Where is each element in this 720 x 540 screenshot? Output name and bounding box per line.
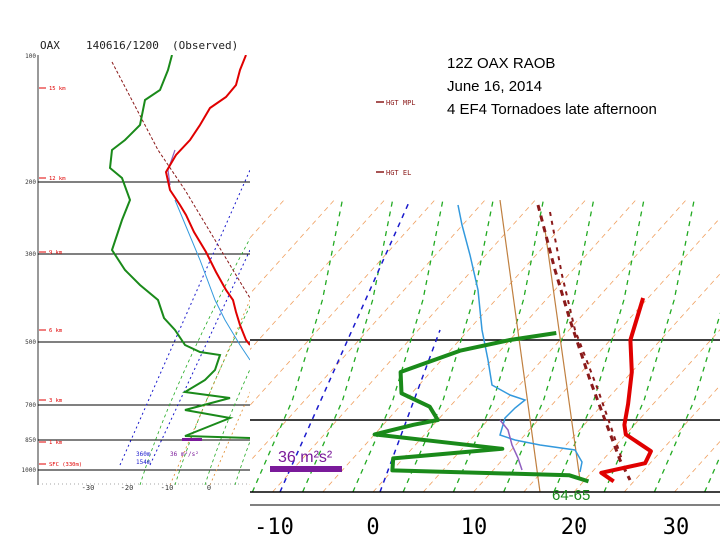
zoom-moist-adiabat-line <box>503 200 595 493</box>
zoom-virtual-temp-trace <box>499 419 523 471</box>
height-label: 1 km <box>49 440 63 446</box>
zoom-isotherm-line <box>674 440 720 493</box>
pressure-label: 700 <box>25 402 36 409</box>
full-wetbulb-trace <box>174 199 250 361</box>
pressure-label: 1000 <box>22 467 37 474</box>
label-hgt-el: HGT EL <box>386 169 411 177</box>
annotation-line-2: June 16, 2014 <box>447 78 542 95</box>
height-label: 12 km <box>49 176 66 182</box>
zoom-temperature-trace <box>599 297 653 484</box>
zoom-isotherm-line <box>573 329 720 493</box>
annotation-block: 12Z OAX RAOB June 16, 2014 4 EF4 Tornado… <box>447 55 657 118</box>
zoom-isotherm-line <box>623 385 720 493</box>
dry-adiabat-line <box>169 299 250 485</box>
zoom-isotherm-line <box>523 273 720 493</box>
zoom-panel-background <box>250 200 720 505</box>
height-label: 3 km <box>49 398 63 404</box>
full-panel-profiles <box>108 55 250 466</box>
full-temperature-trace <box>164 55 250 346</box>
zoom-x-tick-label: 30 <box>663 515 690 540</box>
header-station: OAX <box>40 39 60 52</box>
full-panel-x-ticks: -30 -20 -10 0 <box>38 483 250 492</box>
zoom-mixing-ratio-line <box>379 329 441 493</box>
zoom-isotherm-line <box>250 200 335 295</box>
zoom-moist-adiabat-line <box>603 200 695 493</box>
full-helicity-bar <box>182 438 202 441</box>
zoom-isotherm-line <box>322 200 586 493</box>
zoom-moist-adiabat-line <box>251 200 344 493</box>
zoom-parcel-trace <box>536 204 632 481</box>
zoom-x-tick-label: 20 <box>561 515 588 540</box>
full-mixing-ratio-1 <box>119 169 250 466</box>
zoom-moist-adiabat-line <box>302 200 394 493</box>
zoom-panel-profiles <box>457 204 583 473</box>
zoom-moist-adiabat-line <box>352 200 444 493</box>
full-parcel-trace <box>111 61 250 299</box>
zoom-wetbulb-trace <box>457 204 583 473</box>
pressure-label: 500 <box>25 339 36 346</box>
zoom-x-tick-label: 0 <box>366 515 379 540</box>
pressure-label: 100 <box>25 53 36 60</box>
zoom-isotherm-line <box>0 200 234 492</box>
zoom-isotherm-line <box>250 200 285 239</box>
zoom-sounding-panel: 36 m²s² 64-65 -10 0 10 20 30 <box>0 200 720 540</box>
annotation-line-1: 12Z OAX RAOB <box>447 55 555 72</box>
zoom-helicity-bar <box>270 466 342 472</box>
pressure-label: 300 <box>25 251 36 258</box>
zoom-x-tick-label: 10 <box>461 515 488 540</box>
zoom-x-ticks: -10 0 10 20 30 <box>254 515 689 540</box>
zoom-helicity-label: 36 m²s² <box>278 449 333 466</box>
pressure-label: 850 <box>25 437 36 444</box>
x-tick-label: -30 <box>82 484 95 492</box>
zoom-isotherm-line <box>250 200 385 351</box>
header-stamp: 140616/1200 <box>86 39 159 52</box>
x-tick-label: -10 <box>161 484 174 492</box>
zoom-surface-label: 64-65 <box>552 487 590 504</box>
small-text-360m: 360m <box>136 451 151 458</box>
x-tick-label: 0 <box>207 484 211 492</box>
zoom-x-tick-label: -10 <box>254 515 294 540</box>
height-label: 9 km <box>49 250 63 256</box>
full-dewpoint-trace <box>108 55 250 439</box>
header-kind: (Observed) <box>172 39 238 52</box>
zoom-isotherm-line <box>250 200 486 462</box>
label-hgt-mpl: HGT MPL <box>386 99 416 107</box>
height-labels: 15 km 12 km 9 km 6 km 3 km 1 km SFC (330m) <box>39 86 82 468</box>
zoom-mixing-ratio-line <box>279 200 411 493</box>
small-helicity-text: 36 m²/s² <box>170 451 199 458</box>
zoom-dry-adiabat-line <box>544 229 581 481</box>
zoom-isotherm-line <box>272 200 536 493</box>
zoom-moist-adiabat-line <box>653 312 720 493</box>
height-label: SFC (330m) <box>49 462 82 468</box>
height-label: 15 km <box>49 86 66 92</box>
full-panel-grid <box>38 181 250 485</box>
zoom-isotherm-line <box>473 217 720 493</box>
annotation-line-3: 4 EF4 Tornadoes late afternoon <box>447 101 657 118</box>
zoom-series-group <box>372 204 653 484</box>
small-text-154m: 154m <box>136 459 151 466</box>
pressure-label: 200 <box>25 179 36 186</box>
zoom-dewpoint-trace <box>372 331 590 484</box>
zoom-moist-adiabat-line <box>553 200 645 493</box>
x-tick-label: -20 <box>121 484 134 492</box>
height-label: 6 km <box>49 328 63 334</box>
zoom-isotherm-line <box>250 200 436 406</box>
pressure-labels: 100 200 300 500 700 850 1000 <box>22 53 37 474</box>
full-mixing-ratio-2 <box>149 249 250 466</box>
zoom-isotherm-line <box>372 200 637 493</box>
full-sounding-panel: OAX 140616/1200 (Observed) 100 200 300 500 7… <box>22 39 416 492</box>
